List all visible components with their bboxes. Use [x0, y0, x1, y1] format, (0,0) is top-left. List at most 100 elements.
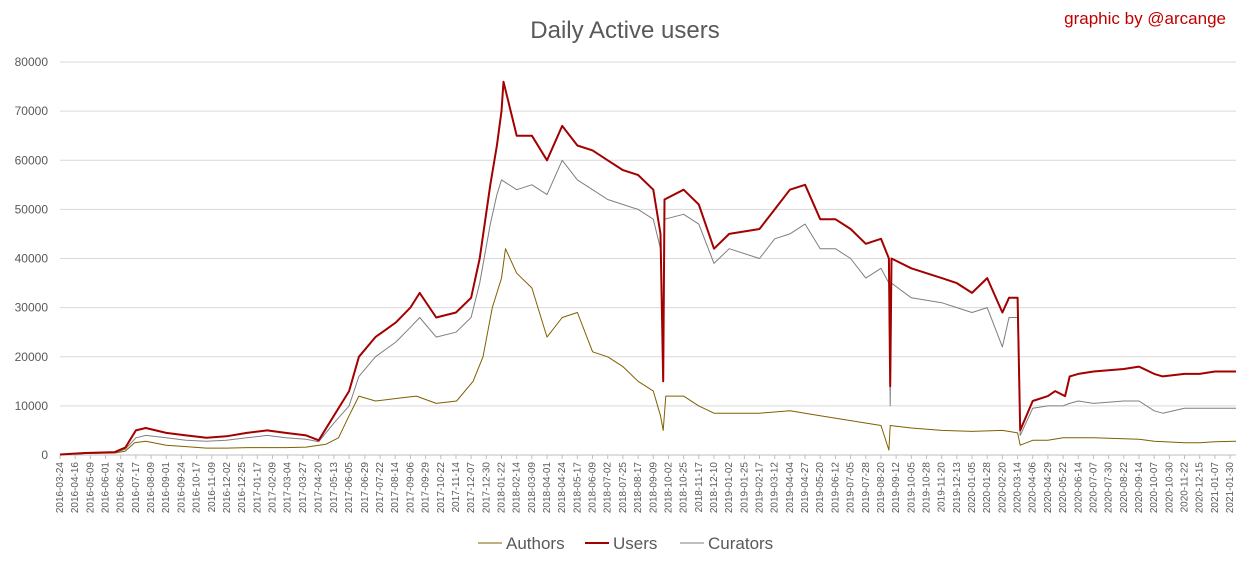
x-tick-label: 2020-03-14 [1013, 462, 1024, 514]
x-tick-label: 2016-08-09 [146, 462, 157, 514]
x-tick-label: 2018-10-02 [663, 462, 674, 514]
y-tick-label: 70000 [15, 104, 49, 118]
x-tick-label: 2020-07-07 [1088, 462, 1099, 514]
x-tick-label: 2019-08-20 [876, 462, 887, 514]
x-tick-label: 2019-09-12 [891, 462, 902, 514]
legend-label-curators: Curators [708, 534, 773, 553]
x-tick-label: 2017-10-22 [436, 462, 447, 514]
x-tick-label: 2021-01-30 [1225, 462, 1236, 514]
x-tick-label: 2016-09-24 [176, 462, 187, 514]
x-tick-label: 2020-01-05 [967, 462, 978, 514]
x-tick-label: 2020-04-29 [1043, 462, 1054, 514]
x-tick-label: 2016-09-01 [161, 462, 172, 514]
x-tick-label: 2020-12-15 [1195, 462, 1206, 514]
series-line-authors [59, 248, 1237, 455]
x-tick-label: 2020-02-20 [997, 462, 1008, 514]
legend: Authors Users Curators [478, 534, 773, 553]
y-tick-label: 0 [41, 448, 48, 462]
x-tick-label: 2019-04-04 [785, 462, 796, 514]
x-tick-label: 2016-11-09 [207, 462, 218, 513]
x-tick-label: 2020-09-14 [1134, 462, 1145, 514]
x-tick-label: 2020-06-14 [1073, 462, 1084, 514]
chart-credit: graphic by @arcange [1064, 9, 1226, 28]
x-tick-label: 2019-05-20 [815, 462, 826, 514]
x-tick-label: 2018-01-22 [496, 462, 507, 514]
x-tick-label: 2017-11-14 [451, 462, 462, 513]
x-tick-label: 2017-07-22 [375, 462, 386, 514]
x-tick-label: 2017-06-05 [344, 462, 355, 514]
y-tick-label: 60000 [15, 153, 49, 167]
x-tick-label: 2016-12-25 [237, 462, 248, 514]
chart-title: Daily Active users [530, 17, 719, 44]
x-tick-label: 2020-07-30 [1104, 462, 1115, 514]
x-tick-label: 2018-11-17 [694, 462, 705, 513]
x-tick-label: 2017-02-09 [267, 462, 278, 514]
x-tick-label: 2019-12-13 [952, 462, 963, 514]
x-tick-label: 2020-08-22 [1119, 462, 1130, 514]
y-tick-label: 50000 [15, 202, 49, 216]
y-tick-label: 20000 [15, 350, 49, 364]
x-tick-label: 2021-01-07 [1210, 462, 1221, 514]
x-tick-label: 2020-05-22 [1058, 462, 1069, 514]
x-tick-label: 2018-07-02 [603, 462, 614, 514]
x-tick-label: 2018-07-25 [618, 462, 629, 514]
x-tick-label: 2019-03-12 [770, 462, 781, 514]
y-tick-label: 30000 [15, 301, 49, 315]
series-lines [59, 80, 1237, 456]
x-tick-label: 2018-05-17 [572, 462, 583, 514]
x-tick-label: 2019-07-28 [861, 462, 872, 514]
x-tick-label: 2016-07-17 [131, 462, 142, 514]
x-tick-label: 2019-04-27 [800, 462, 811, 514]
y-axis: 0 10000 20000 30000 40000 50000 60000 70000 8000… [15, 55, 49, 462]
legend-label-authors: Authors [506, 534, 565, 553]
x-tick-label: 2017-01-17 [252, 462, 263, 514]
x-tick-label: 2019-07-05 [846, 462, 857, 514]
x-tick-label: 2018-12-10 [709, 462, 720, 514]
x-tick-label: 2017-04-20 [314, 462, 325, 514]
x-tick-label: 2018-03-09 [527, 462, 538, 514]
y-tick-label: 80000 [15, 55, 49, 69]
x-tick-label: 2020-04-06 [1028, 462, 1039, 514]
x-tick-label: 2017-05-13 [329, 462, 340, 514]
x-tick-label: 2016-03-24 [55, 462, 66, 514]
x-tick-label: 2020-01-28 [982, 462, 993, 514]
legend-label-users: Users [613, 534, 657, 553]
x-tick-label: 2019-10-05 [906, 462, 917, 514]
x-tick-label: 2016-06-24 [116, 462, 127, 514]
x-tick-label: 2018-06-09 [588, 462, 599, 514]
x-tick-label: 2018-10-25 [679, 462, 690, 514]
x-tick-label: 2018-08-17 [633, 462, 644, 514]
gridlines [60, 61, 1236, 456]
x-tick-label: 2020-10-30 [1164, 462, 1175, 514]
x-tick-label: 2019-01-25 [739, 462, 750, 514]
x-axis: 2016-03-24 2016-04-16 2016-05-09 2016-06-01… [55, 454, 1236, 514]
x-tick-label: 2017-09-06 [405, 462, 416, 514]
x-tick-label: 2017-06-29 [360, 462, 371, 514]
x-tick-label: 2019-01-02 [724, 462, 735, 514]
x-tick-label: 2020-11-22 [1180, 462, 1191, 513]
x-tick-label: 2018-02-14 [512, 462, 523, 514]
x-tick-label: 2020-10-07 [1149, 462, 1160, 514]
x-tick-label: 2018-09-09 [648, 462, 659, 514]
x-tick-label: 2016-04-16 [70, 462, 81, 514]
y-tick-label: 40000 [15, 252, 49, 266]
x-tick-label: 2016-06-01 [101, 462, 112, 514]
series-line-users [59, 80, 1236, 456]
x-tick-label: 2018-04-24 [557, 462, 568, 514]
x-tick-label: 2016-10-17 [192, 462, 203, 514]
x-tick-label: 2017-03-04 [283, 462, 294, 514]
x-tick-label: 2017-08-14 [390, 462, 401, 514]
x-tick-label: 2017-12-07 [466, 462, 477, 514]
x-tick-label: 2019-11-20 [937, 462, 948, 513]
x-tick-label: 2016-05-09 [85, 462, 96, 514]
x-tick-label: 2019-10-28 [921, 462, 932, 514]
x-tick-label: 2018-04-01 [542, 462, 553, 514]
x-tick-label: 2019-06-12 [830, 462, 841, 514]
x-tick-label: 2019-02-17 [755, 462, 766, 514]
x-tick-label: 2017-09-29 [421, 462, 432, 514]
x-tick-label: 2017-12-30 [481, 462, 492, 514]
x-tick-label: 2017-03-27 [298, 462, 309, 514]
y-tick-label: 10000 [15, 399, 49, 413]
x-tick-label: 2016-12-02 [222, 462, 233, 514]
